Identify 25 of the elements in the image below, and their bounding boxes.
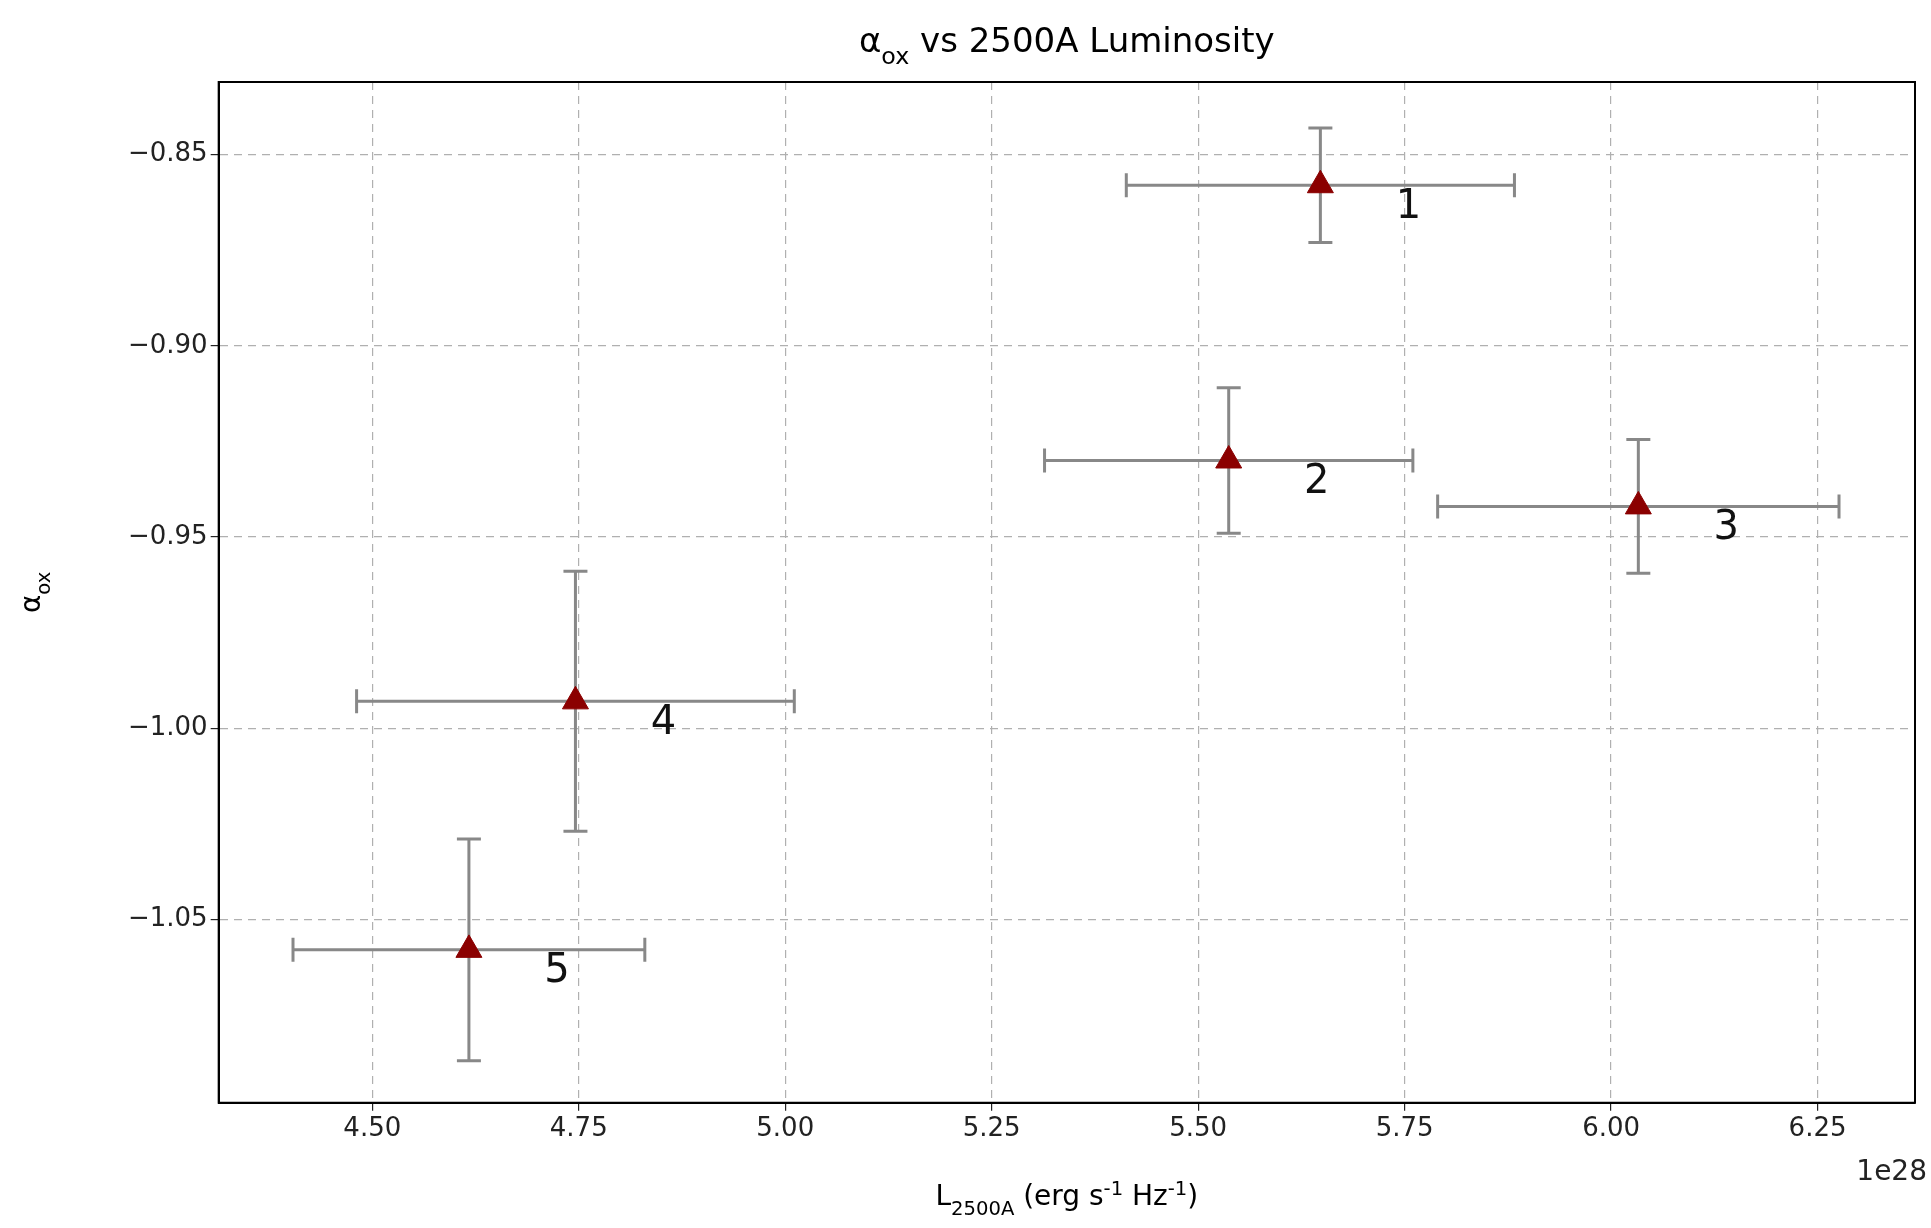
annotation: 3 — [1713, 501, 1740, 548]
point — [1624, 490, 1652, 515]
y-tick-label: −0.85 — [127, 137, 208, 168]
annotation: 2 — [1303, 455, 1330, 502]
point — [455, 934, 483, 958]
point — [1306, 169, 1334, 194]
y-axis-title: αox — [14, 571, 55, 614]
x-tick-label: 4.75 — [549, 1112, 608, 1143]
y-tick-label: −1.00 — [127, 710, 208, 741]
x-tick-label: 5.00 — [756, 1112, 815, 1143]
annotation: 1 — [1395, 180, 1422, 227]
annotation: 4 — [650, 696, 677, 743]
x-tick-label: 5.75 — [1375, 1112, 1434, 1143]
annotation: 5 — [544, 945, 570, 992]
point — [561, 685, 589, 710]
x-tick-label: 6.00 — [1582, 1112, 1641, 1143]
x-tick-label: 6.25 — [1788, 1112, 1847, 1143]
x-tick-label: 5.50 — [1169, 1112, 1228, 1143]
y-tick-label: −0.95 — [127, 519, 208, 550]
x-tick-label: 4.50 — [343, 1112, 402, 1143]
y-tick-label: −0.90 — [127, 328, 208, 359]
x-tick-label: 5.25 — [962, 1112, 1021, 1143]
text: 1e28 — [1856, 1154, 1927, 1188]
y-tick-label: −1.05 — [127, 902, 208, 933]
point — [1215, 445, 1243, 469]
